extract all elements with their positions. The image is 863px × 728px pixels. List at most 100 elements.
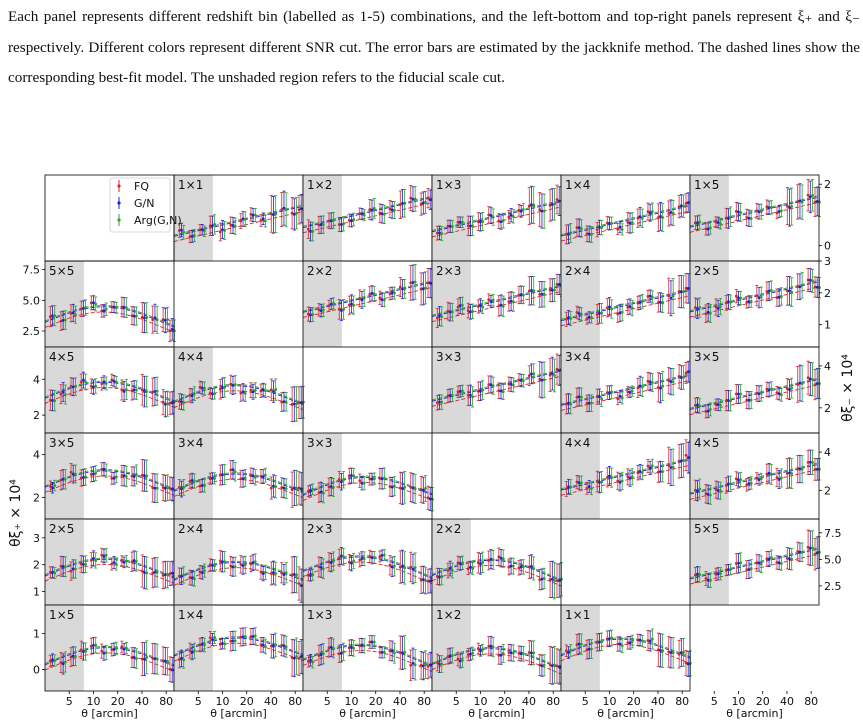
data-point bbox=[272, 213, 275, 217]
y-tick-label: 2 bbox=[33, 559, 40, 572]
data-point bbox=[450, 653, 454, 657]
data-point bbox=[458, 562, 462, 565]
data-point bbox=[243, 217, 247, 221]
data-point bbox=[798, 467, 802, 471]
data-point bbox=[372, 556, 376, 560]
data-point bbox=[403, 485, 407, 489]
data-point bbox=[542, 209, 546, 213]
data-point bbox=[458, 220, 462, 224]
data-point bbox=[811, 279, 814, 283]
data-point bbox=[295, 211, 298, 215]
data-point bbox=[509, 651, 513, 655]
scale-cut-shade bbox=[303, 433, 342, 519]
data-point bbox=[656, 301, 660, 304]
data-point bbox=[527, 374, 531, 378]
data-point bbox=[435, 575, 439, 578]
data-point bbox=[521, 379, 525, 383]
data-point bbox=[659, 386, 662, 390]
data-point bbox=[342, 222, 346, 226]
data-point bbox=[440, 315, 444, 318]
y-tick-label: 1 bbox=[33, 586, 40, 599]
data-point bbox=[360, 298, 364, 302]
data-point bbox=[796, 467, 800, 471]
data-point bbox=[595, 313, 599, 316]
data-point bbox=[368, 477, 372, 481]
data-point bbox=[605, 476, 609, 479]
data-point bbox=[295, 402, 298, 406]
data-point bbox=[471, 309, 475, 313]
data-point bbox=[413, 663, 417, 667]
data-point bbox=[143, 390, 146, 393]
data-point bbox=[130, 474, 134, 478]
data-point bbox=[368, 554, 372, 558]
data-point bbox=[63, 393, 67, 396]
data-point bbox=[110, 305, 114, 309]
panel-xi-plus-2x3: 2×3 bbox=[302, 518, 435, 606]
data-point bbox=[595, 395, 599, 399]
data-point bbox=[600, 311, 604, 315]
panel-xi-minus-3x3: 3×3 bbox=[431, 346, 564, 434]
panel-label: 2×3 bbox=[307, 522, 332, 536]
data-point bbox=[213, 476, 217, 480]
data-point bbox=[450, 393, 454, 397]
panel-xi-plus-1x4: 1×4 bbox=[173, 604, 306, 692]
data-point bbox=[745, 483, 749, 487]
data-point bbox=[595, 641, 599, 644]
panel-label: 4×5 bbox=[49, 350, 74, 364]
data-point bbox=[71, 567, 75, 571]
data-point bbox=[368, 208, 372, 211]
data-point bbox=[679, 290, 683, 294]
data-point bbox=[229, 382, 233, 386]
data-point bbox=[476, 647, 480, 650]
data-point bbox=[59, 319, 63, 323]
data-point bbox=[790, 472, 794, 476]
data-point bbox=[140, 657, 144, 661]
data-point bbox=[48, 484, 52, 488]
data-point bbox=[491, 645, 495, 649]
data-point bbox=[749, 398, 753, 402]
data-point bbox=[94, 559, 98, 562]
data-point bbox=[261, 475, 265, 479]
data-point bbox=[628, 641, 632, 645]
data-point bbox=[297, 582, 301, 585]
data-point bbox=[153, 486, 157, 490]
data-point bbox=[577, 312, 581, 315]
caption-line-1: Each panel represents different redshift… bbox=[8, 8, 687, 25]
data-point bbox=[682, 290, 685, 294]
data-point bbox=[306, 489, 310, 493]
data-point bbox=[471, 224, 475, 228]
data-point bbox=[134, 473, 138, 476]
data-point bbox=[370, 208, 374, 212]
data-point bbox=[532, 567, 536, 570]
panel-xi-minus-4x5: 4×5 bbox=[689, 432, 822, 520]
data-point bbox=[309, 230, 312, 233]
data-point bbox=[788, 206, 791, 209]
data-point bbox=[579, 227, 583, 230]
data-point bbox=[53, 571, 57, 575]
data-point bbox=[590, 487, 593, 491]
data-point bbox=[211, 563, 214, 567]
data-point bbox=[610, 307, 614, 311]
data-point bbox=[413, 566, 417, 570]
data-point bbox=[203, 569, 206, 572]
data-point bbox=[777, 478, 781, 481]
data-point bbox=[231, 639, 235, 643]
caption-line-2: panels represent ξ₊ and ξ₋ respectively.… bbox=[8, 8, 861, 56]
data-point bbox=[198, 570, 202, 574]
data-point bbox=[564, 317, 568, 321]
data-point bbox=[269, 212, 273, 216]
y-tick-label: 5.0 bbox=[23, 294, 41, 307]
data-point bbox=[737, 561, 740, 565]
data-point bbox=[557, 283, 561, 286]
data-point bbox=[719, 489, 722, 493]
data-point bbox=[380, 553, 384, 557]
data-point bbox=[352, 474, 356, 478]
data-point bbox=[100, 553, 104, 557]
data-point bbox=[446, 224, 450, 228]
x-tick-label: 5 bbox=[66, 695, 73, 708]
data-point bbox=[140, 315, 144, 319]
data-point bbox=[352, 559, 356, 563]
data-point bbox=[337, 307, 341, 311]
data-point bbox=[507, 382, 511, 386]
data-point bbox=[253, 475, 257, 479]
